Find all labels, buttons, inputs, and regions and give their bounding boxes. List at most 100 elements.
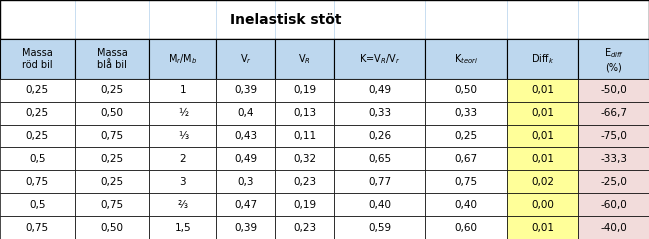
Bar xyxy=(578,170,649,193)
Text: Diff$_k$: Diff$_k$ xyxy=(531,52,554,66)
Bar xyxy=(149,147,216,170)
Bar xyxy=(216,147,275,170)
Text: 0,25: 0,25 xyxy=(26,108,49,118)
Text: 0,50: 0,50 xyxy=(454,85,478,95)
Bar xyxy=(75,147,149,170)
Text: -50,0: -50,0 xyxy=(600,85,627,95)
Bar xyxy=(0,170,75,193)
Bar xyxy=(149,102,216,125)
Text: 0,19: 0,19 xyxy=(293,85,317,95)
Text: 0,19: 0,19 xyxy=(293,200,317,210)
Bar xyxy=(275,193,334,216)
Bar xyxy=(275,79,334,102)
Text: 0,13: 0,13 xyxy=(293,108,317,118)
Text: 0,01: 0,01 xyxy=(532,154,554,164)
Bar xyxy=(425,193,508,216)
Text: 0,01: 0,01 xyxy=(532,85,554,95)
Text: 0,47: 0,47 xyxy=(234,200,258,210)
Bar xyxy=(216,193,275,216)
Bar xyxy=(425,147,508,170)
Text: -40,0: -40,0 xyxy=(600,223,627,233)
Bar xyxy=(508,147,578,170)
Text: Massa
blå bil: Massa blå bil xyxy=(97,48,127,70)
Text: 0,25: 0,25 xyxy=(26,85,49,95)
Bar xyxy=(425,102,508,125)
Bar xyxy=(0,147,75,170)
Bar xyxy=(578,39,649,79)
Bar xyxy=(0,79,75,102)
Text: 3: 3 xyxy=(180,177,186,187)
Bar xyxy=(0,0,649,39)
Text: 0,50: 0,50 xyxy=(101,223,123,233)
Bar xyxy=(425,125,508,147)
Bar xyxy=(149,193,216,216)
Bar xyxy=(508,79,578,102)
Bar xyxy=(0,125,75,147)
Text: 0,25: 0,25 xyxy=(454,131,478,141)
Bar xyxy=(578,79,649,102)
Bar xyxy=(425,39,508,79)
Bar xyxy=(334,79,425,102)
Bar xyxy=(275,125,334,147)
Bar xyxy=(75,0,149,39)
Text: 0,40: 0,40 xyxy=(454,200,478,210)
Text: 0,60: 0,60 xyxy=(454,223,478,233)
Bar xyxy=(508,193,578,216)
Text: 0,23: 0,23 xyxy=(293,223,317,233)
Text: 0,01: 0,01 xyxy=(532,223,554,233)
Bar xyxy=(508,0,578,39)
Bar xyxy=(216,102,275,125)
Text: -60,0: -60,0 xyxy=(600,200,627,210)
Text: K=V$_R$/V$_r$: K=V$_R$/V$_r$ xyxy=(359,52,400,66)
Bar xyxy=(275,39,334,79)
Text: 0,11: 0,11 xyxy=(293,131,317,141)
Bar xyxy=(508,102,578,125)
Text: E$_{diff}$
(%): E$_{diff}$ (%) xyxy=(604,46,624,72)
Text: 0,40: 0,40 xyxy=(368,200,391,210)
Text: 0,26: 0,26 xyxy=(368,131,391,141)
Text: 0,75: 0,75 xyxy=(26,223,49,233)
Text: 0,77: 0,77 xyxy=(368,177,391,187)
Bar xyxy=(75,79,149,102)
Bar xyxy=(0,39,75,79)
Text: 0,32: 0,32 xyxy=(293,154,317,164)
Text: 0,00: 0,00 xyxy=(532,200,554,210)
Bar xyxy=(578,193,649,216)
Text: 0,39: 0,39 xyxy=(234,223,258,233)
Text: K$_{teori}$: K$_{teori}$ xyxy=(454,52,478,66)
Bar xyxy=(216,0,275,39)
Text: 0,59: 0,59 xyxy=(368,223,391,233)
Bar xyxy=(578,147,649,170)
Bar xyxy=(75,125,149,147)
Bar xyxy=(0,0,75,39)
Bar xyxy=(216,170,275,193)
Text: -75,0: -75,0 xyxy=(600,131,627,141)
Bar xyxy=(334,216,425,239)
Bar xyxy=(216,125,275,147)
Text: Massa
röd bil: Massa röd bil xyxy=(22,48,53,70)
Bar xyxy=(216,79,275,102)
Bar xyxy=(425,170,508,193)
Bar xyxy=(334,39,425,79)
Bar xyxy=(334,147,425,170)
Text: 2: 2 xyxy=(180,154,186,164)
Text: 0,49: 0,49 xyxy=(234,154,258,164)
Bar xyxy=(275,0,334,39)
Text: 1: 1 xyxy=(180,85,186,95)
Text: V$_r$: V$_r$ xyxy=(240,52,252,66)
Bar xyxy=(578,125,649,147)
Text: -25,0: -25,0 xyxy=(600,177,627,187)
Text: ⅓: ⅓ xyxy=(178,131,188,141)
Bar xyxy=(149,125,216,147)
Text: 0,75: 0,75 xyxy=(101,131,124,141)
Bar xyxy=(334,125,425,147)
Text: 0,5: 0,5 xyxy=(29,200,45,210)
Text: 0,33: 0,33 xyxy=(368,108,391,118)
Bar xyxy=(334,102,425,125)
Bar xyxy=(0,193,75,216)
Bar xyxy=(149,39,216,79)
Text: 0,4: 0,4 xyxy=(238,108,254,118)
Bar xyxy=(275,102,334,125)
Text: 0,01: 0,01 xyxy=(532,108,554,118)
Bar xyxy=(0,216,75,239)
